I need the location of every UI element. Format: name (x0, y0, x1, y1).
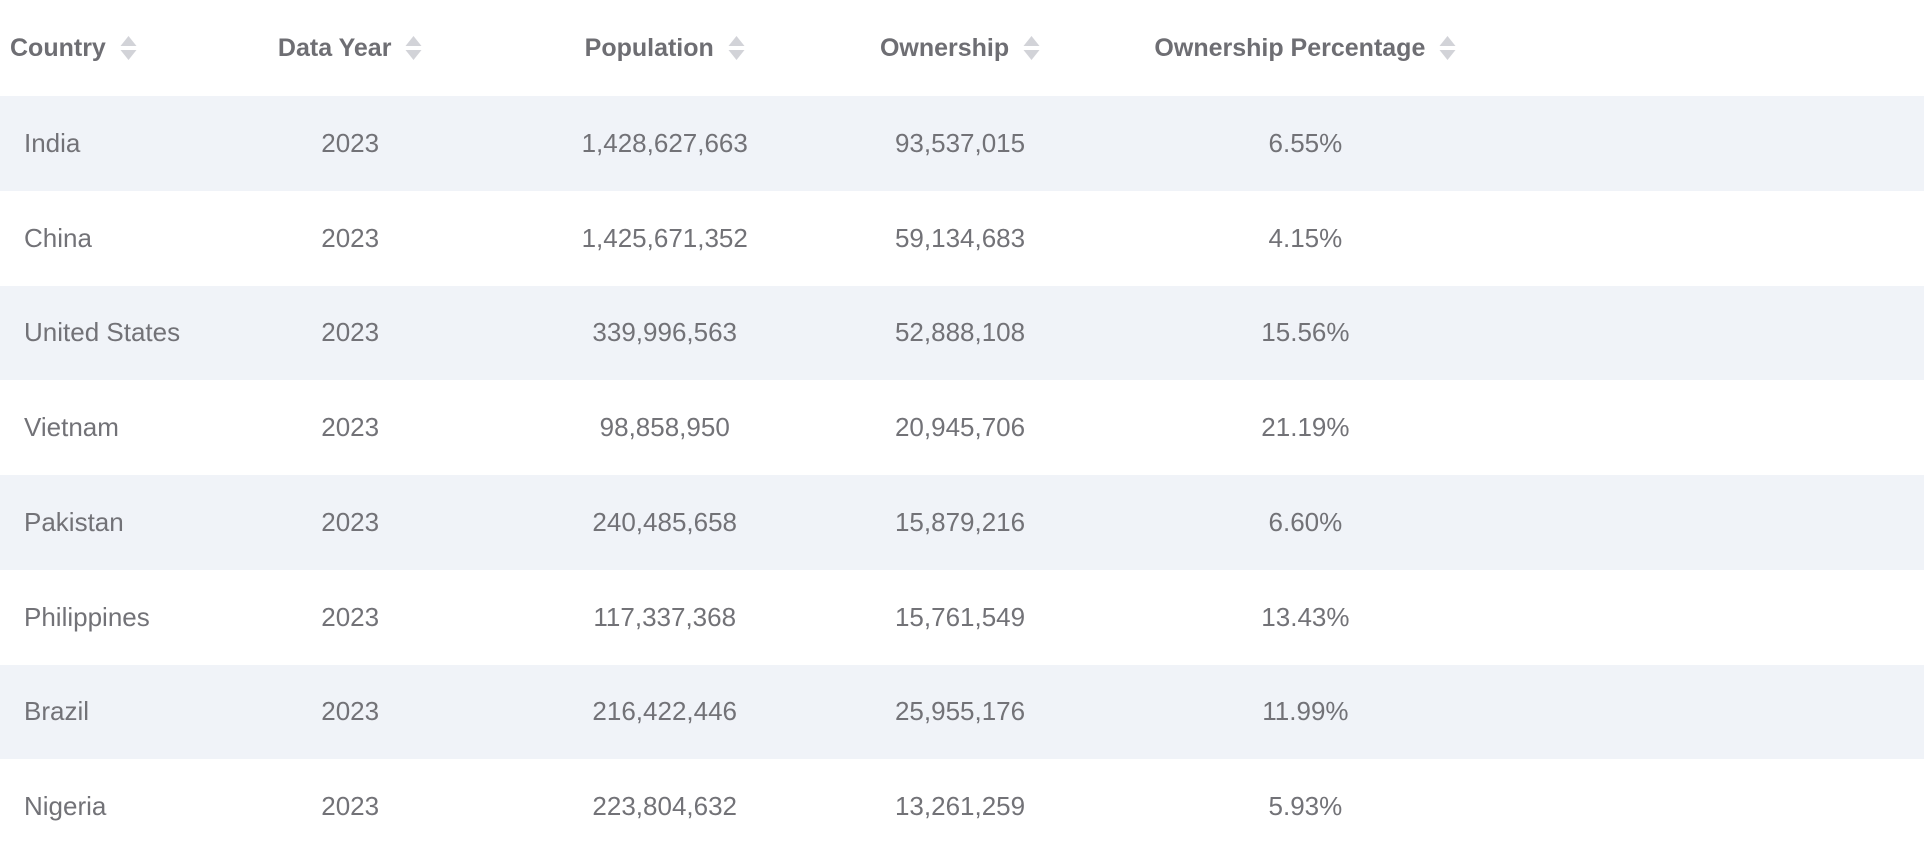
column-header-label: Ownership (879, 33, 1010, 62)
sort-arrows-icon[interactable] (728, 36, 745, 60)
cell-population: 216,422,446 (592, 696, 738, 727)
header-row: Country Data Year Population Ownership (0, 0, 1924, 96)
cell-population: 117,337,368 (593, 601, 737, 632)
column-header-label: Country (10, 33, 106, 62)
table-body: India 2023 1,428,627,663 93,537,015 6.55% Chi… (0, 96, 1924, 854)
sort-arrows-icon[interactable] (1023, 36, 1040, 60)
cell-population: 1,425,671,352 (581, 222, 748, 253)
cell-ownership: 59,134,683 (894, 222, 1026, 253)
cell-ownership: 15,761,549 (894, 601, 1026, 632)
table-row: Nigeria 2023 223,804,632 13,261,259 5.93% (0, 759, 1924, 854)
column-header-label: Data Year (277, 33, 392, 62)
cell-country: India (24, 127, 81, 158)
cell-ownership-percentage: 4.15% (1268, 222, 1343, 253)
cell-ownership: 15,879,216 (894, 506, 1026, 537)
cell-country: China (24, 222, 92, 253)
cell-ownership: 25,955,176 (894, 696, 1026, 727)
cell-ownership-percentage: 6.60% (1268, 506, 1343, 537)
cell-country: Brazil (24, 696, 90, 727)
cell-ownership-percentage: 15.56% (1261, 317, 1350, 348)
cell-data-year: 2023 (321, 412, 380, 443)
column-header-label: Population (584, 33, 714, 62)
column-header-population[interactable]: Population (460, 0, 870, 96)
cell-filler (1560, 286, 1924, 381)
column-header-label: Ownership Percentage (1154, 33, 1426, 62)
cell-ownership-percentage: 6.55% (1268, 127, 1343, 158)
cell-data-year: 2023 (321, 601, 380, 632)
cell-data-year: 2023 (321, 127, 380, 158)
cell-population: 1,428,627,663 (581, 127, 748, 158)
cell-ownership-percentage: 21.19% (1261, 412, 1350, 443)
cell-data-year: 2023 (321, 222, 380, 253)
cell-ownership: 52,888,108 (894, 317, 1026, 348)
table-header: Country Data Year Population Ownership (0, 0, 1924, 96)
cell-population: 98,858,950 (599, 412, 730, 443)
cell-ownership: 93,537,015 (894, 127, 1026, 158)
cell-filler (1560, 380, 1924, 475)
cell-country: Vietnam (24, 412, 119, 443)
column-header-country[interactable]: Country (0, 0, 241, 96)
table-row: United States 2023 339,996,563 52,888,108 15… (0, 285, 1924, 381)
column-header-data-year[interactable]: Data Year (241, 0, 460, 96)
cell-ownership-percentage: 11.99% (1262, 696, 1349, 727)
sort-arrows-icon[interactable] (120, 36, 137, 60)
table-row: Philippines 2023 117,337,368 15,761,549 13.4… (0, 569, 1924, 665)
cell-data-year: 2023 (321, 696, 380, 727)
cell-ownership-percentage: 5.93% (1268, 791, 1343, 822)
cell-country: United States (24, 317, 181, 348)
cell-country: Philippines (24, 601, 150, 632)
column-header-filler (1560, 0, 1924, 96)
sort-arrows-icon[interactable] (405, 36, 422, 60)
table-row: India 2023 1,428,627,663 93,537,015 6.55% (0, 96, 1924, 191)
cell-ownership-percentage: 13.43% (1261, 601, 1350, 632)
column-header-ownership-percentage[interactable]: Ownership Percentage (1050, 0, 1560, 96)
table-row: China 2023 1,425,671,352 59,134,683 4.15% (0, 190, 1924, 286)
cell-data-year: 2023 (321, 791, 380, 822)
cell-country: Pakistan (24, 506, 124, 537)
cell-filler (1560, 96, 1924, 191)
table-row: Vietnam 2023 98,858,950 20,945,706 21.19% (0, 380, 1924, 475)
cell-ownership: 13,261,259 (894, 791, 1026, 822)
column-header-ownership[interactable]: Ownership (870, 0, 1051, 96)
cell-population: 240,485,658 (592, 506, 738, 537)
table-row: Pakistan 2023 240,485,658 15,879,216 6.60% (0, 475, 1924, 570)
cell-population: 339,996,563 (592, 317, 738, 348)
table-row: Brazil 2023 216,422,446 25,955,176 11.99% (0, 664, 1924, 760)
cell-data-year: 2023 (321, 317, 380, 348)
sort-arrows-icon[interactable] (1439, 36, 1456, 60)
cell-filler (1560, 475, 1924, 570)
cell-filler (1560, 191, 1924, 286)
cell-ownership: 20,945,706 (894, 412, 1026, 443)
cell-country: Nigeria (24, 791, 107, 822)
cell-population: 223,804,632 (592, 791, 738, 822)
cell-filler (1560, 759, 1924, 854)
cell-filler (1560, 665, 1924, 760)
cell-filler (1560, 570, 1924, 665)
cell-data-year: 2023 (321, 506, 380, 537)
